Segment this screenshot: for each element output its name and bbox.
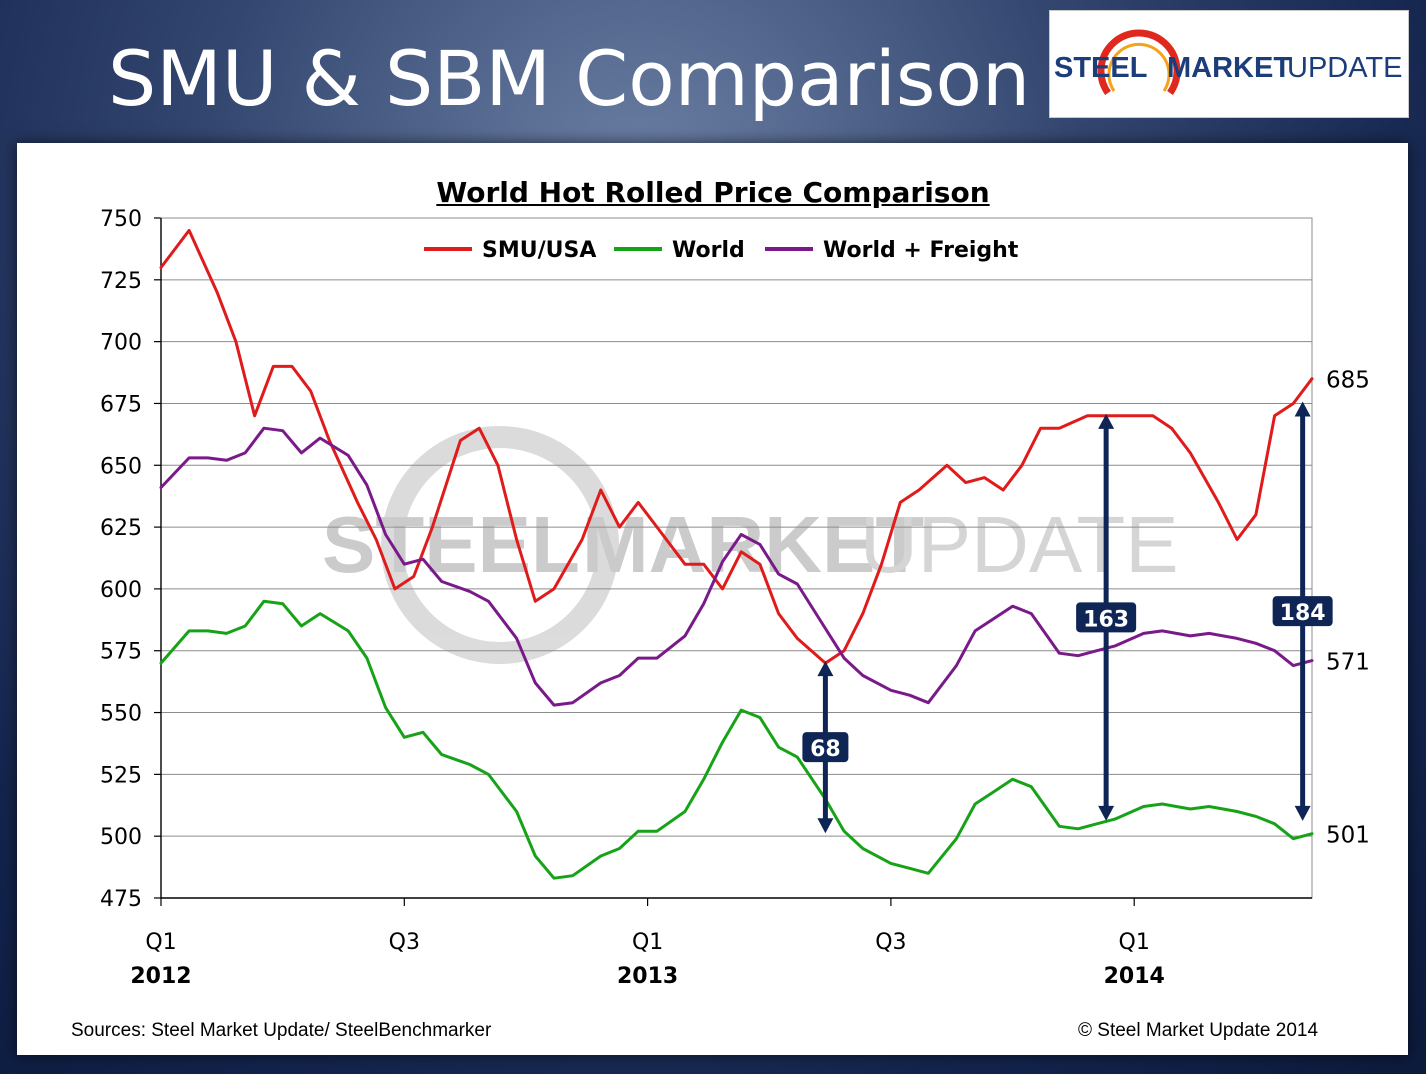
x-tick-label: Q3 — [875, 930, 906, 955]
legend-item: World + Freight — [765, 238, 1019, 263]
gap-annotation: 184 — [1272, 401, 1333, 821]
x-tick-label: Q3 — [389, 930, 420, 955]
series-line-world-freight — [159, 426, 1314, 707]
gap-annotation: 163 — [1076, 413, 1137, 821]
y-tick-label: 475 — [100, 887, 142, 912]
chart-title: World Hot Rolled Price Comparison — [436, 176, 990, 209]
gap-label-box — [1272, 596, 1333, 627]
y-tick-label: 525 — [100, 763, 142, 788]
chart-panel — [17, 143, 1408, 1055]
logo-arc-inner — [1107, 42, 1171, 92]
y-tick-label: 700 — [100, 331, 142, 356]
gap-label-box — [1076, 602, 1137, 633]
logo-word-update: UPDATE — [1287, 52, 1402, 84]
end-value-label: 685 — [1326, 368, 1370, 394]
x-tick-label: Q1 — [632, 930, 663, 955]
legend-label: World + Freight — [823, 238, 1019, 263]
gap-annotation: 68 — [802, 661, 849, 834]
gap-arrow-head-down — [817, 818, 834, 834]
y-tick-label: 550 — [100, 702, 142, 727]
x-tick-label: Q1 — [145, 930, 176, 955]
logo-word-market: MARKET — [1167, 52, 1291, 84]
gap-arrow-head-up — [1098, 413, 1115, 429]
x-tick-label: Q1 — [1119, 930, 1150, 955]
steel-market-update-logo: STEEL MARKET UPDATE — [1049, 10, 1409, 118]
watermark-word-market: MARKET — [582, 500, 924, 589]
logo-word-steel: STEEL — [1054, 52, 1147, 84]
chart-title-wrap: World Hot Rolled Price Comparison — [0, 30, 1426, 209]
legend-item: World — [614, 238, 745, 263]
gap-arrow-head-up — [1294, 401, 1311, 417]
source-note: Sources: Steel Market Update/ SteelBench… — [71, 1020, 492, 1041]
y-tick-label: 625 — [100, 516, 142, 541]
gap-label: 184 — [1280, 601, 1326, 626]
x-year-label: 2013 — [617, 964, 678, 989]
gap-label: 163 — [1083, 607, 1129, 632]
gap-arrow-head-down — [1294, 805, 1311, 821]
y-tick-label: 500 — [100, 825, 142, 850]
end-value-label: 501 — [1326, 823, 1370, 849]
legend-label: SMU/USA — [482, 238, 596, 263]
x-year-label: 2012 — [130, 964, 191, 989]
y-tick-label: 600 — [100, 578, 142, 603]
end-value-label: 571 — [1326, 650, 1370, 676]
slide-title: SMU & SBM Comparison — [108, 34, 1031, 123]
series-line-world — [159, 599, 1314, 880]
logo-graphic: STEEL MARKET UPDATE — [1054, 29, 1402, 96]
logo-arc — [1097, 29, 1181, 96]
series-line-smu-usa — [159, 228, 1314, 665]
y-tick-label: 650 — [100, 454, 142, 479]
y-tick-label: 750 — [100, 207, 142, 232]
gap-arrow-head-down — [1098, 805, 1115, 821]
x-year-label: 2014 — [1104, 964, 1165, 989]
y-tick-label: 575 — [100, 640, 142, 665]
gap-arrow-head-up — [817, 661, 834, 677]
y-tick-label: 725 — [100, 269, 142, 294]
gap-label-box — [802, 732, 849, 763]
y-tick-label: 675 — [100, 392, 142, 417]
gap-label: 68 — [810, 737, 841, 762]
copyright-note: © Steel Market Update 2014 — [1078, 1020, 1319, 1041]
legend-item: SMU/USA — [424, 238, 596, 263]
watermark-word-steel: STEEL — [322, 500, 580, 589]
watermark-word-update: UPDATE — [860, 500, 1179, 589]
legend-label: World — [672, 238, 745, 263]
